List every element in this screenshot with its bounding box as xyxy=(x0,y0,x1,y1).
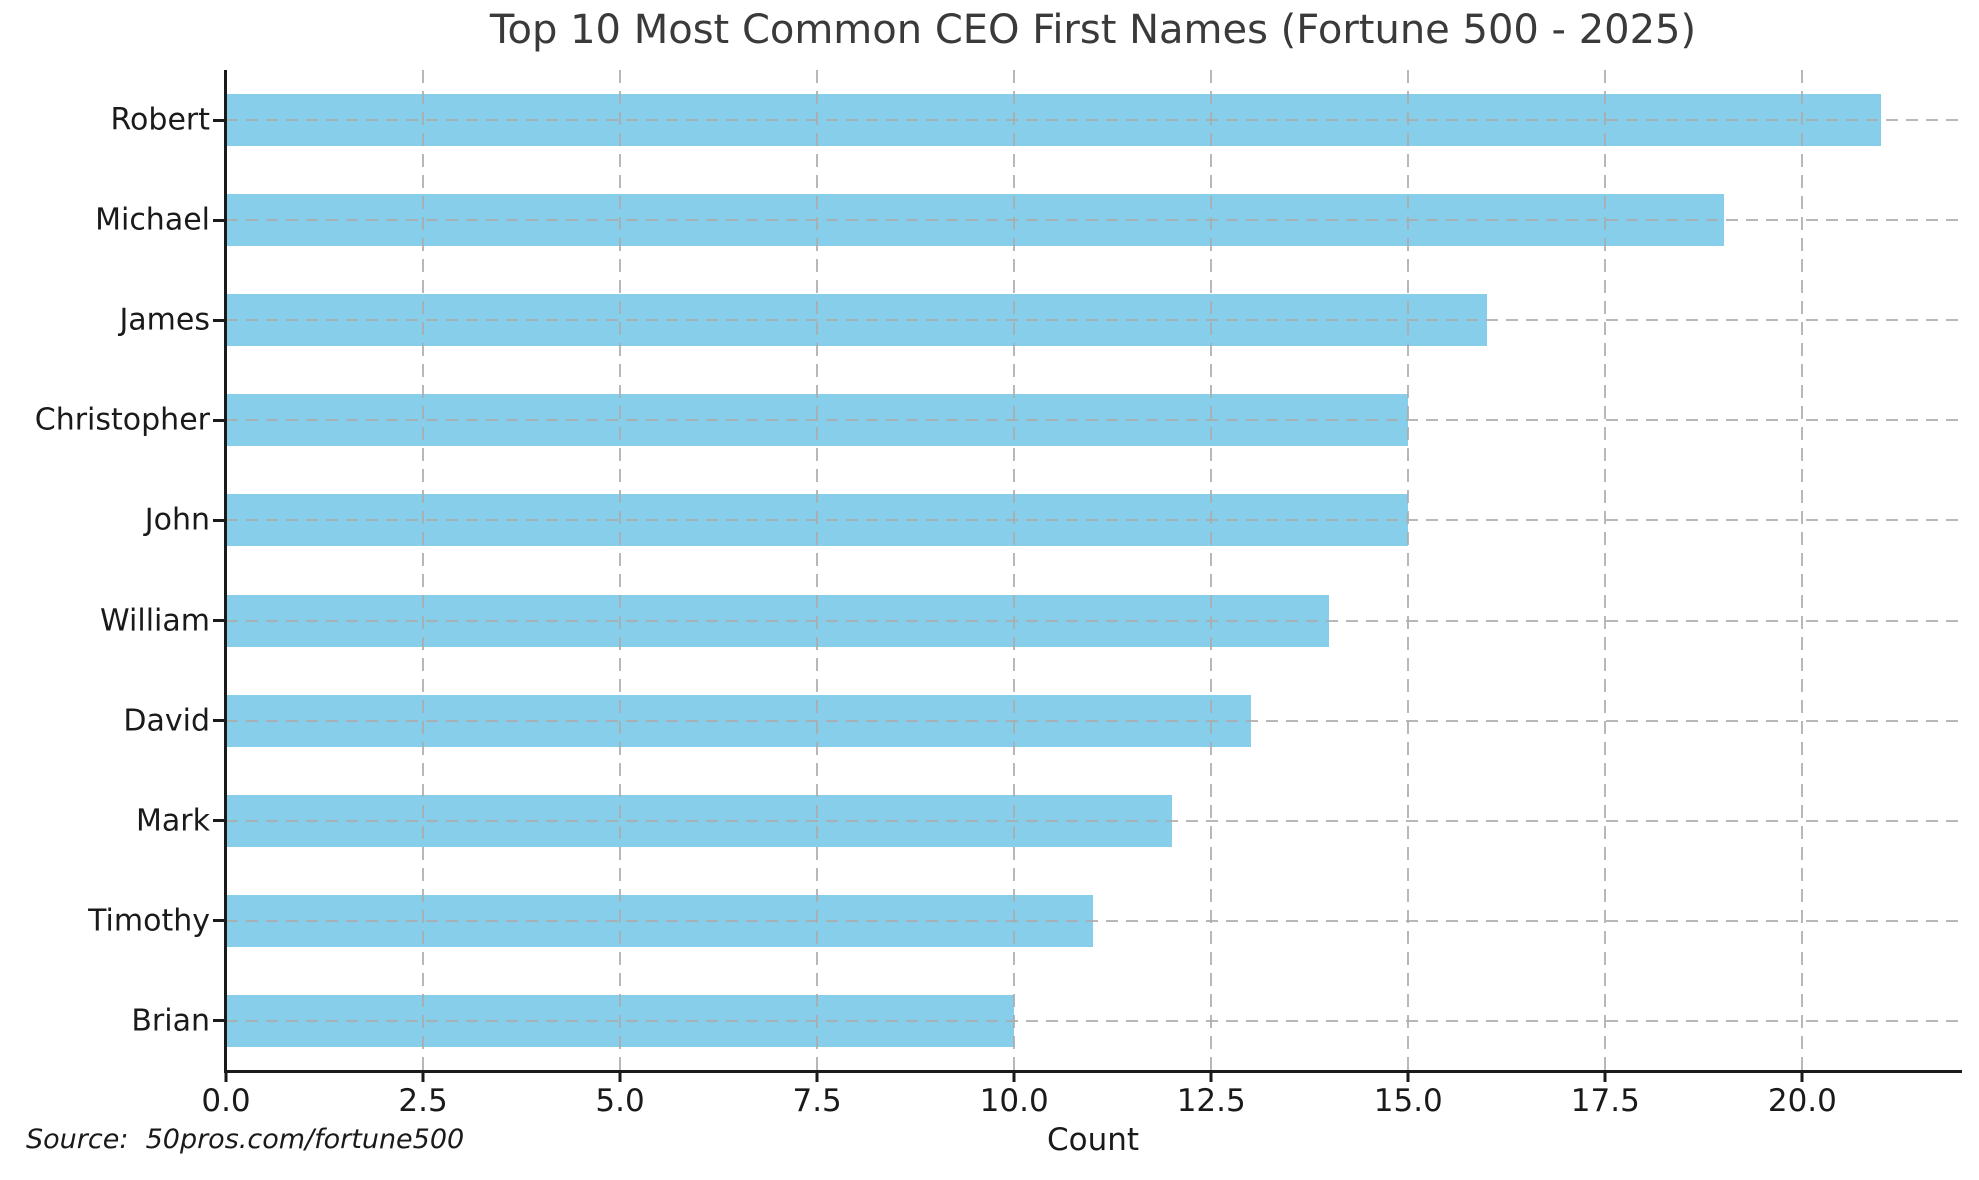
plot-area xyxy=(213,70,1962,1082)
y-axis-label-timothy: Timothy xyxy=(88,903,210,939)
x-axis-label: Count xyxy=(1046,1122,1140,1158)
horizontal-gridline-william xyxy=(226,619,1960,622)
horizontal-gridline-david xyxy=(226,719,1960,722)
vertical-gridline-10.0 xyxy=(1013,70,1016,1071)
horizontal-gridline-robert xyxy=(226,119,1960,122)
horizontal-gridline-michael xyxy=(226,219,1960,222)
y-tick-david xyxy=(213,719,226,723)
y-tick-robert xyxy=(213,118,226,122)
x-tick-12.5 xyxy=(1209,1071,1213,1082)
x-tick-2.5 xyxy=(421,1071,425,1082)
x-tick-15.0 xyxy=(1406,1071,1410,1082)
y-tick-michael xyxy=(213,218,226,222)
x-tick-20.0 xyxy=(1800,1071,1804,1082)
y-axis-label-james: James xyxy=(119,302,210,338)
source-note: Source: 50pros.com/fortune500 xyxy=(26,1124,465,1155)
vertical-gridline-12.5 xyxy=(1210,70,1213,1071)
vertical-gridline-2.5 xyxy=(422,70,425,1071)
vertical-gridline-20.0 xyxy=(1801,70,1804,1071)
horizontal-gridline-brian xyxy=(226,1019,1960,1022)
x-tick-label-5.0: 5.0 xyxy=(595,1083,645,1119)
x-tick-label-0.0: 0.0 xyxy=(201,1083,251,1119)
y-tick-timothy xyxy=(213,919,226,923)
y-tick-mark xyxy=(213,819,226,823)
y-tick-james xyxy=(213,318,226,322)
y-axis-label-john: John xyxy=(144,502,210,538)
vertical-gridline-15.0 xyxy=(1407,70,1410,1071)
vertical-gridline-17.5 xyxy=(1604,70,1607,1071)
horizontal-gridline-john xyxy=(226,519,1960,522)
vertical-gridline-7.5 xyxy=(816,70,819,1071)
horizontal-gridline-james xyxy=(226,319,1960,322)
y-axis-label-david: David xyxy=(123,703,210,739)
y-axis-label-robert: Robert xyxy=(110,102,210,138)
horizontal-gridline-mark xyxy=(226,819,1960,822)
x-tick-label-7.5: 7.5 xyxy=(792,1083,842,1119)
x-tick-label-17.5: 17.5 xyxy=(1570,1083,1640,1119)
y-axis-spine xyxy=(224,70,227,1073)
y-axis-label-christopher: Christopher xyxy=(34,402,210,438)
y-axis-label-mark: Mark xyxy=(136,803,210,839)
horizontal-gridline-christopher xyxy=(226,419,1960,422)
x-tick-label-15.0: 15.0 xyxy=(1373,1083,1443,1119)
x-tick-5.0 xyxy=(618,1071,622,1082)
y-axis-label-william: William xyxy=(100,603,210,639)
y-axis-label-michael: Michael xyxy=(95,202,210,238)
chart-title: Top 10 Most Common CEO First Names (Fort… xyxy=(489,7,1697,53)
x-tick-label-2.5: 2.5 xyxy=(398,1083,448,1119)
vertical-gridline-5.0 xyxy=(619,70,622,1071)
y-tick-william xyxy=(213,619,226,623)
x-tick-10.0 xyxy=(1012,1071,1016,1082)
x-tick-17.5 xyxy=(1603,1071,1607,1082)
y-axis-label-brian: Brian xyxy=(131,1003,210,1039)
x-axis-spine xyxy=(224,1070,1962,1073)
x-tick-label-20.0: 20.0 xyxy=(1767,1083,1837,1119)
x-tick-label-10.0: 10.0 xyxy=(979,1083,1049,1119)
horizontal-gridline-timothy xyxy=(226,919,1960,922)
x-tick-7.5 xyxy=(815,1071,819,1082)
y-tick-brian xyxy=(213,1019,226,1023)
y-tick-christopher xyxy=(213,418,226,422)
y-tick-john xyxy=(213,518,226,522)
x-tick-0.0 xyxy=(224,1071,228,1082)
x-tick-label-12.5: 12.5 xyxy=(1176,1083,1246,1119)
